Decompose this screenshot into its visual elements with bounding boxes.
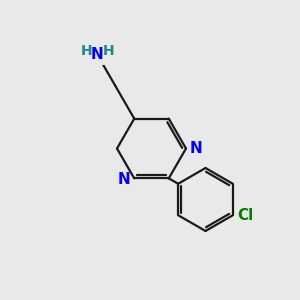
Text: N: N [91,47,104,62]
Text: N: N [118,172,130,188]
Text: H: H [103,44,115,58]
Text: N: N [190,141,203,156]
Text: Cl: Cl [237,208,254,223]
Text: H: H [80,44,92,58]
